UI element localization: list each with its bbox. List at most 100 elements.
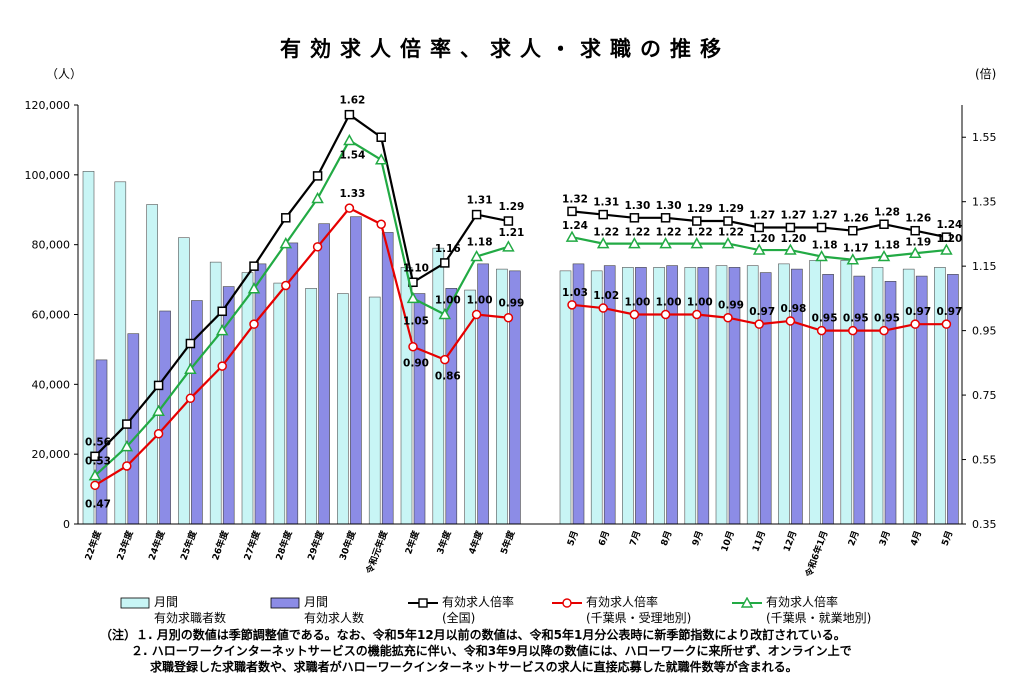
data-label-national: 1.26: [843, 213, 869, 225]
x-tick-label: 24年度: [146, 528, 168, 562]
x-tick-label: 22年度: [82, 528, 104, 562]
point-national: [567, 206, 577, 217]
point-receipt: [660, 309, 671, 320]
legend-swatch-seekers: [120, 597, 150, 609]
point-receipt: [440, 354, 450, 365]
legend-label: (千葉県・就業地別): [766, 611, 872, 625]
data-label-receipt: 1.00: [687, 297, 713, 309]
point-employment: [502, 240, 515, 252]
line-employment-group1: [94, 138, 509, 477]
data-label-national: 1.10: [403, 262, 429, 274]
data-label-national: 1.27: [749, 209, 775, 221]
point-receipt: [344, 203, 355, 213]
x-tick-label: 9月: [690, 529, 706, 547]
x-tick-label: 2月: [846, 529, 862, 547]
left-tick-label: 120,000: [25, 99, 71, 112]
point-receipt: [408, 341, 418, 352]
chart-canvas: 有効求人倍率、求人・求職の推移 （人） (倍) 0.56 1.62 1.10 1.16…: [25, 37, 997, 580]
bar-seekers: [273, 282, 286, 525]
left-tick-label: 20,000: [32, 448, 71, 461]
point-receipt: [249, 319, 259, 329]
point-national: [440, 258, 450, 268]
x-tick-label: 27年度: [241, 528, 263, 562]
point-employment: [311, 191, 324, 204]
data-label-national: 1.30: [656, 200, 682, 212]
data-label-employment: 1.05: [403, 315, 429, 327]
point-employment: [721, 237, 735, 249]
data-label-employment: 1.22: [718, 227, 744, 239]
point-receipt: [312, 242, 323, 252]
data-label-employment: 1.18: [467, 236, 493, 248]
bar-seekers: [305, 288, 317, 525]
x-tick-label: 28年度: [273, 528, 295, 562]
x-tick-label: 4月: [908, 529, 924, 547]
point-receipt: [910, 319, 920, 329]
data-label-national: 1.26: [905, 213, 931, 225]
point-receipt: [376, 219, 386, 230]
data-label-national: 1.31: [593, 197, 619, 209]
data-label-receipt: 0.95: [812, 313, 838, 325]
data-label-employment: 1.20: [936, 233, 962, 245]
legend-label: 有効求人倍率: [586, 595, 659, 609]
legend-label: 月間: [154, 595, 179, 609]
point-employment: [470, 249, 483, 262]
bar-seekers: [368, 296, 381, 525]
footnote-1: （注）１. 月別の数値は季節調整値である。なお、令和5年12月以前の数値は、令和…: [100, 628, 846, 642]
data-label-receipt: 0.97: [749, 306, 775, 318]
bar-seekers: [82, 171, 95, 525]
point-employment: [877, 249, 891, 262]
x-tick-label: 10月: [719, 529, 737, 553]
point-employment: [120, 440, 134, 452]
bar-seekers: [209, 261, 222, 525]
legend: 月間 有効求職者数 月間 有効求人数 有効求人倍率 (全国) 有効求人倍率 (千…: [120, 593, 1020, 629]
x-tick-label: 5年度: [498, 528, 518, 556]
left-tick-label: 0: [63, 518, 70, 531]
point-employment: [659, 237, 672, 249]
x-tick-label: 25年度: [178, 528, 200, 562]
right-tick-label: 1.15: [972, 260, 997, 273]
point-national: [816, 222, 827, 233]
footnote-2: ２. ハローワークインターネットサービスの機能拡充に伴い、令和3年9月以降の数値…: [131, 644, 852, 658]
point-employment: [374, 153, 388, 165]
legend-label: 有効求人数: [304, 611, 365, 625]
point-employment: [940, 243, 953, 255]
point-receipt: [941, 319, 952, 329]
x-tick-label: 2年度: [402, 528, 422, 556]
legend-label: 月間: [304, 595, 329, 609]
bar-openings: [413, 293, 426, 525]
footnote-3: 求職登録した求職者数や、求職者がハローワークインターネットサービスの求人に直接応…: [150, 660, 798, 674]
point-national: [723, 216, 733, 226]
data-label-national: 1.27: [812, 209, 838, 221]
x-tick-label: 4年度: [466, 528, 486, 556]
data-label-employment: 1.20: [749, 233, 775, 245]
point-national: [848, 225, 858, 236]
data-label-receipt: 0.99: [718, 300, 744, 312]
x-tick-label: 12月: [782, 529, 800, 553]
right-tick-label: 1.55: [972, 131, 997, 144]
point-receipt: [816, 325, 827, 336]
point-national: [185, 338, 196, 349]
point-receipt: [629, 309, 640, 320]
data-label-national: 1.28: [874, 206, 900, 218]
point-national: [249, 261, 259, 271]
bar-seekers: [871, 267, 884, 525]
point-receipt: [217, 361, 227, 371]
point-national: [153, 380, 164, 391]
x-tick-label: 7月: [628, 529, 644, 547]
point-receipt: [598, 303, 608, 313]
point-national: [122, 419, 132, 429]
x-tick-label: 3月: [877, 529, 893, 547]
data-label-employment: 1.22: [593, 227, 619, 239]
line-national-group1: [94, 113, 509, 458]
left-tick-label: 40,000: [32, 378, 71, 391]
point-employment: [438, 307, 452, 320]
point-national: [941, 232, 952, 242]
data-label-employment: 1.18: [874, 239, 900, 251]
point-receipt: [90, 480, 100, 491]
left-tick-label: 100,000: [25, 169, 71, 182]
bar-openings: [127, 333, 140, 525]
data-label-receipt: 0.98: [780, 303, 806, 315]
point-national: [90, 451, 100, 462]
data-label-employment: 0.53: [85, 456, 111, 468]
